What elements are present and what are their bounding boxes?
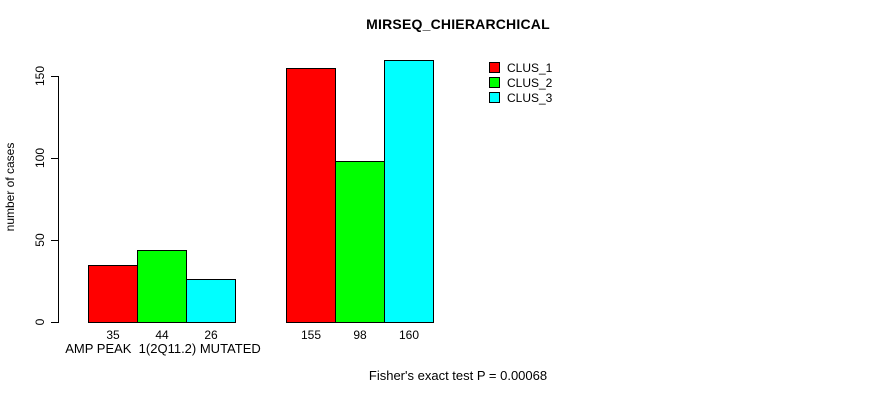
bar (88, 265, 138, 323)
bar (384, 60, 434, 323)
bar-value-label: 35 (106, 328, 120, 342)
legend-item: CLUS_3 (489, 90, 552, 105)
bar (335, 161, 385, 323)
y-axis-label: number of cases (3, 142, 17, 232)
y-tick (51, 76, 58, 77)
bar (137, 250, 187, 323)
legend: CLUS_1 CLUS_2 CLUS_3 (489, 60, 552, 105)
legend-label: CLUS_2 (507, 75, 553, 90)
legend-swatch (489, 92, 500, 103)
legend-swatch (489, 62, 500, 73)
bar-value-label: 98 (353, 328, 367, 342)
y-tick-label: 50 (33, 233, 47, 247)
y-tick-label: 0 (33, 318, 47, 326)
legend-item: CLUS_2 (489, 75, 552, 90)
y-tick (51, 158, 58, 159)
bar-value-label: 160 (398, 328, 420, 342)
bar-value-label: 155 (300, 328, 322, 342)
bar-value-label: 44 (155, 328, 169, 342)
y-tick (51, 240, 58, 241)
x-category-label: AMP PEAK 1(2Q11.2) MUTATED (65, 341, 261, 356)
annotation-text: Fisher's exact test P = 0.00068 (368, 368, 548, 383)
y-tick (51, 322, 58, 323)
bar (186, 279, 236, 323)
legend-item: CLUS_1 (489, 60, 552, 75)
bar-value-label: 26 (204, 328, 218, 342)
legend-label: CLUS_3 (507, 90, 553, 105)
y-tick-label: 150 (33, 65, 47, 87)
legend-label: CLUS_1 (507, 60, 553, 75)
legend-swatch (489, 77, 500, 88)
y-tick-label: 100 (33, 147, 47, 169)
bar (286, 68, 336, 323)
chart-title: MIRSEQ_CHIERARCHICAL (366, 16, 550, 32)
y-axis-line (58, 76, 59, 323)
